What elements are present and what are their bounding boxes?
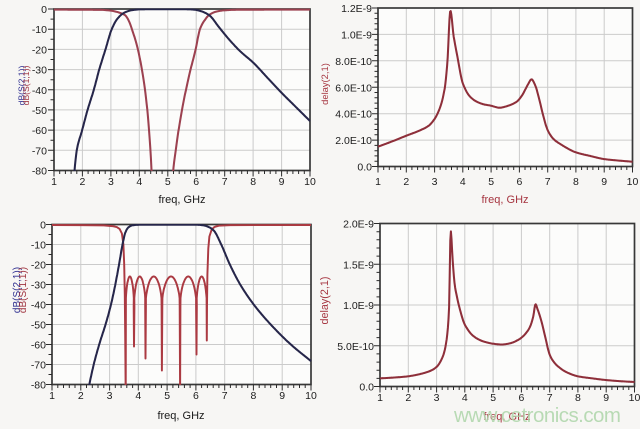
svg-text:dB(S(1,1)): dB(S(1,1)) xyxy=(21,66,31,106)
svg-text:8: 8 xyxy=(251,390,257,402)
svg-text:0: 0 xyxy=(40,220,46,232)
svg-text:dB(S(2,1)): dB(S(2,1)) xyxy=(17,66,27,106)
svg-text:freq, GHz: freq, GHz xyxy=(157,410,204,422)
svg-text:-10: -10 xyxy=(31,240,46,252)
svg-text:1: 1 xyxy=(51,176,57,188)
svg-text:6.0E-10: 6.0E-10 xyxy=(335,82,372,94)
svg-text:-30: -30 xyxy=(32,65,47,77)
svg-text:2.0E-10: 2.0E-10 xyxy=(335,135,372,147)
svg-text:freq, GHz: freq, GHz xyxy=(158,194,205,206)
svg-text:2: 2 xyxy=(405,392,411,404)
svg-text:3: 3 xyxy=(107,390,113,402)
svg-text:5.0E-10: 5.0E-10 xyxy=(337,341,374,353)
svg-text:dB(S(1,1)): dB(S(1,1)) xyxy=(18,267,29,313)
svg-text:6: 6 xyxy=(193,390,199,402)
svg-text:4: 4 xyxy=(136,176,142,188)
svg-text:delay(2,1): delay(2,1) xyxy=(319,63,330,105)
svg-text:3: 3 xyxy=(434,392,440,404)
svg-text:-80: -80 xyxy=(31,380,46,392)
svg-text:7: 7 xyxy=(547,392,553,404)
svg-text:-30: -30 xyxy=(31,280,46,292)
svg-text:freq, GHz: freq, GHz xyxy=(483,411,530,423)
svg-text:-70: -70 xyxy=(32,145,47,157)
svg-text:8.0E-10: 8.0E-10 xyxy=(335,56,372,68)
svg-text:10: 10 xyxy=(627,176,639,188)
svg-text:-40: -40 xyxy=(31,300,46,312)
svg-text:7: 7 xyxy=(545,176,551,188)
svg-text:8: 8 xyxy=(573,176,579,188)
svg-text:-20: -20 xyxy=(31,260,46,272)
svg-text:-20: -20 xyxy=(32,44,47,56)
svg-text:2: 2 xyxy=(403,176,409,188)
svg-text:6: 6 xyxy=(193,176,199,188)
svg-text:3: 3 xyxy=(108,176,114,188)
svg-text:9: 9 xyxy=(279,176,285,188)
svg-text:1: 1 xyxy=(377,392,383,404)
svg-text:2: 2 xyxy=(78,390,84,402)
svg-text:6: 6 xyxy=(518,392,524,404)
svg-text:2: 2 xyxy=(80,176,86,188)
svg-text:5: 5 xyxy=(165,176,171,188)
svg-text:5: 5 xyxy=(488,176,494,188)
svg-text:1.0E-9: 1.0E-9 xyxy=(341,29,372,41)
svg-text:7: 7 xyxy=(222,176,228,188)
svg-text:5: 5 xyxy=(490,392,496,404)
svg-text:1: 1 xyxy=(375,176,381,188)
svg-text:dB(S(2,1)): dB(S(2,1)) xyxy=(12,267,23,313)
svg-text:-70: -70 xyxy=(31,360,46,372)
svg-text:6: 6 xyxy=(516,176,522,188)
svg-text:1.0E-9: 1.0E-9 xyxy=(343,300,374,312)
svg-text:-60: -60 xyxy=(32,125,47,137)
svg-text:delay(2,1): delay(2,1) xyxy=(319,276,331,324)
svg-text:-80: -80 xyxy=(32,166,47,178)
svg-text:-40: -40 xyxy=(32,85,47,97)
svg-text:1.2E-9: 1.2E-9 xyxy=(341,3,372,15)
svg-text:0.0: 0.0 xyxy=(359,382,374,394)
svg-text:9: 9 xyxy=(603,392,609,404)
svg-text:8: 8 xyxy=(575,392,581,404)
svg-text:1: 1 xyxy=(49,390,55,402)
svg-text:0.0: 0.0 xyxy=(357,162,372,174)
svg-text:4: 4 xyxy=(462,392,468,404)
svg-text:9: 9 xyxy=(279,390,285,402)
svg-text:-10: -10 xyxy=(32,24,47,36)
svg-text:10: 10 xyxy=(629,392,640,404)
svg-text:10: 10 xyxy=(304,176,316,188)
svg-text:9: 9 xyxy=(601,176,607,188)
svg-text:7: 7 xyxy=(222,390,228,402)
svg-text:10: 10 xyxy=(305,390,317,402)
svg-text:1.5E-9: 1.5E-9 xyxy=(343,259,374,271)
svg-text:-50: -50 xyxy=(32,105,47,117)
svg-text:5: 5 xyxy=(164,390,170,402)
svg-text:-60: -60 xyxy=(31,340,46,352)
svg-text:2.0E-9: 2.0E-9 xyxy=(343,219,374,231)
svg-text:3: 3 xyxy=(432,176,438,188)
svg-text:www.cetronics.com: www.cetronics.com xyxy=(453,404,621,427)
svg-text:-50: -50 xyxy=(31,320,46,332)
svg-text:freq, GHz: freq, GHz xyxy=(481,194,528,206)
svg-text:0: 0 xyxy=(41,4,47,16)
svg-text:4: 4 xyxy=(460,176,466,188)
svg-text:4.0E-10: 4.0E-10 xyxy=(335,109,372,121)
svg-text:4: 4 xyxy=(135,390,141,402)
svg-text:8: 8 xyxy=(250,176,256,188)
